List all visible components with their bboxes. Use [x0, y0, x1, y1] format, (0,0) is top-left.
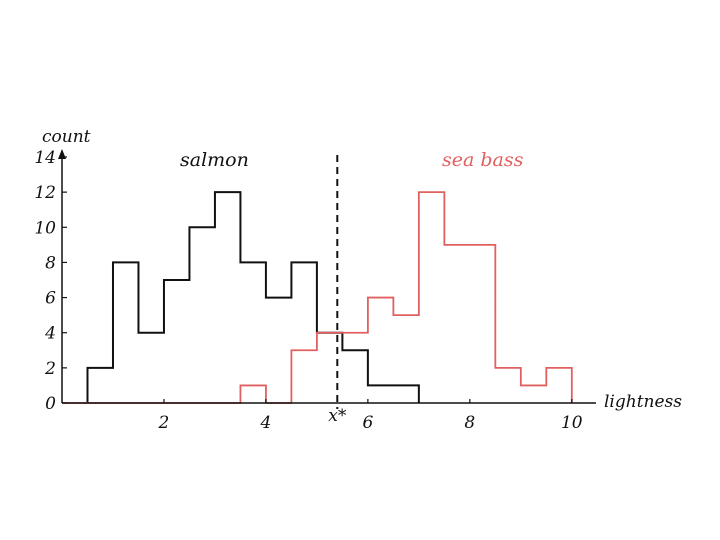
y-tick-label: 8: [45, 253, 56, 273]
y-tick-label: 6: [45, 289, 56, 309]
y-tick-label: 12: [34, 183, 56, 203]
y-axis-label: count: [42, 127, 91, 147]
series-label-salmon: salmon: [180, 149, 249, 171]
series-label-sea-bass: sea bass: [442, 149, 524, 171]
y-tick-label: 10: [34, 218, 56, 238]
x-axis-label: lightness: [604, 392, 682, 412]
x-tick-label: 10: [561, 413, 583, 433]
x-tick-label: 4: [260, 413, 272, 433]
x-tick-label: 6: [362, 413, 373, 433]
y-tick-label: 14: [34, 148, 56, 168]
x-tick-label: 8: [464, 413, 475, 433]
y-tick-label: 0: [45, 394, 56, 414]
y-tick-label: 4: [44, 324, 56, 344]
x-tick-label: 2: [158, 413, 170, 433]
threshold-label: x*: [328, 406, 347, 426]
y-tick-label: 2: [44, 359, 56, 379]
series-step-salmon: [86, 191, 420, 403]
